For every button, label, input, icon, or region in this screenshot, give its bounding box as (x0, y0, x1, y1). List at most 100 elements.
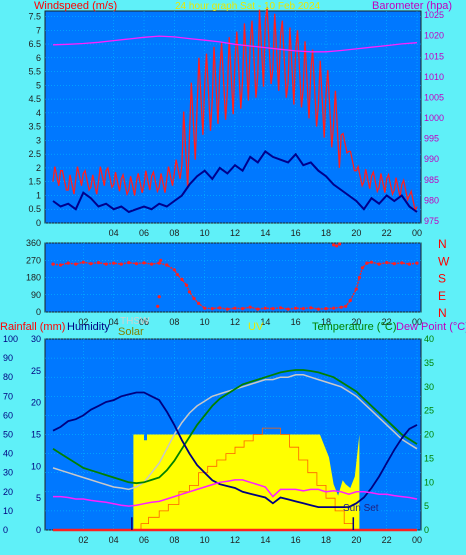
wind-tick-label: 4.5 (28, 94, 41, 104)
rain-tick-label: 0 (36, 525, 41, 535)
thsw-label: THSW (120, 316, 150, 327)
barometer-series (52, 35, 418, 53)
temperature-label: Temperature (°C) (312, 321, 396, 333)
barometer-tick-label: 1000 (424, 113, 444, 123)
direction-point (338, 242, 342, 246)
barometer-tick-label: 975 (424, 216, 439, 226)
direction-point (335, 244, 339, 248)
multi-x-tick-label: 04 (109, 535, 119, 545)
wind-tick-label: 0.5 (28, 204, 41, 214)
barometer-tick-label: 1025 (424, 10, 444, 20)
barometer-tick-label: 980 (424, 195, 439, 205)
temp-tick-label: 10 (424, 477, 434, 487)
temp-tick-label: 20 (424, 430, 434, 440)
solar-area (133, 434, 360, 530)
multi-x-tick-label: 20 (351, 535, 361, 545)
wind-tick-label: 2 (36, 163, 41, 173)
avg_wind-series (52, 149, 418, 214)
direction-point (156, 304, 160, 308)
direction-x-tick-label: 02 (78, 317, 88, 327)
uv-step-line (133, 427, 354, 531)
direction-x-tick-label: 16 (291, 317, 301, 327)
direction-plot-area (44, 242, 422, 313)
direction-tick-label: 90 (31, 290, 41, 300)
direction-x-tick-label: 10 (200, 317, 210, 327)
humidity-tick-label: 50 (3, 430, 13, 440)
compass-label-s: S (438, 272, 446, 286)
wind-x-tick-label: 12 (230, 228, 240, 238)
humidity-tick-label: 100 (3, 334, 18, 344)
humidity-tick-label: 90 (3, 353, 13, 363)
rain-tick-label: 15 (31, 430, 41, 440)
wind-x-tick-label: 16 (291, 228, 301, 238)
rain-tick-label: 30 (31, 334, 41, 344)
multi-x-tick-label: 22 (382, 535, 392, 545)
humidity-tick-label: 70 (3, 391, 13, 401)
humidity-tick-label: 40 (3, 449, 13, 459)
direction-x-tick-label: 00 (412, 317, 422, 327)
multi-x-tick-label: 18 (321, 535, 331, 545)
wind-ylabel: Windspeed (m/s) (34, 0, 117, 12)
direction-x-tick-label: 22 (382, 317, 392, 327)
barometer-tick-label: 985 (424, 175, 439, 185)
compass-label-n: N (438, 306, 447, 320)
humidity-label: Humidity (67, 321, 110, 333)
multi-x-tick-label: 14 (260, 535, 270, 545)
wind-tick-label: 1.5 (28, 177, 41, 187)
rain-tick-label: 20 (31, 398, 41, 408)
direction-point (159, 258, 163, 262)
direction-x-tick-label: 12 (230, 317, 240, 327)
wind-tick-label: 6 (36, 53, 41, 63)
barometer-tick-label: 1015 (424, 51, 444, 61)
direction-tick-label: 180 (26, 273, 41, 283)
humidity-series (52, 391, 418, 508)
multi-x-tick-label: 06 (139, 535, 149, 545)
humidity-tick-label: 30 (3, 468, 13, 478)
direction-x-tick-label: 18 (321, 317, 331, 327)
uv-label: UV (248, 321, 264, 333)
direction-x-tick-label: 14 (260, 317, 270, 327)
temp-tick-label: 35 (424, 358, 434, 368)
wind-tick-label: 3.5 (28, 122, 41, 132)
direction-tick-label: 270 (26, 255, 41, 265)
wind-tick-label: 1 (36, 190, 41, 200)
humidity-tick-label: 0 (3, 525, 8, 535)
direction-x-tick-label: 04 (109, 317, 119, 327)
temp-tick-label: 40 (424, 334, 434, 344)
direction-point (157, 295, 161, 299)
multi-x-tick-label: 12 (230, 535, 240, 545)
humidity-tick-label: 60 (3, 410, 13, 420)
wind-x-tick-label: 08 (169, 228, 179, 238)
multi-panel: 0102030405060708090100051015202530051015… (0, 316, 466, 545)
compass-label-e: E (438, 289, 446, 303)
gust-series (52, 6, 418, 213)
wind-x-tick-label: 06 (139, 228, 149, 238)
wind-x-tick-label: 22 (382, 228, 392, 238)
multi-x-tick-label: 02 (78, 535, 88, 545)
multi-x-tick-label: 08 (169, 535, 179, 545)
temp-tick-label: 15 (424, 453, 434, 463)
dewpoint-series (53, 479, 418, 507)
wind-tick-label: 5.5 (28, 67, 41, 77)
humidity-tick-label: 20 (3, 487, 13, 497)
barometer-tick-label: 1005 (424, 92, 444, 102)
direction-trace (52, 261, 418, 310)
temp-tick-label: 5 (424, 501, 429, 511)
rain-tick-label: 5 (36, 493, 41, 503)
wind-x-tick-label: 04 (109, 228, 119, 238)
wind-tick-label: 7 (36, 25, 41, 35)
multi-x-tick-label: 10 (200, 535, 210, 545)
temp-tick-label: 25 (424, 406, 434, 416)
wind-x-tick-label: 00 (412, 228, 422, 238)
direction-x-tick-label: 06 (139, 317, 149, 327)
barometer-tick-label: 990 (424, 154, 439, 164)
dewpoint-label: Dew Point (°C) (396, 321, 466, 333)
compass-label-w: W (438, 254, 450, 268)
rainfall-label: Rainfall (mm) (0, 321, 65, 333)
wind-plot-area (44, 10, 422, 224)
wind-tick-label: 3 (36, 135, 41, 145)
wind-tick-label: 6.5 (28, 39, 41, 49)
direction-point (332, 243, 336, 247)
